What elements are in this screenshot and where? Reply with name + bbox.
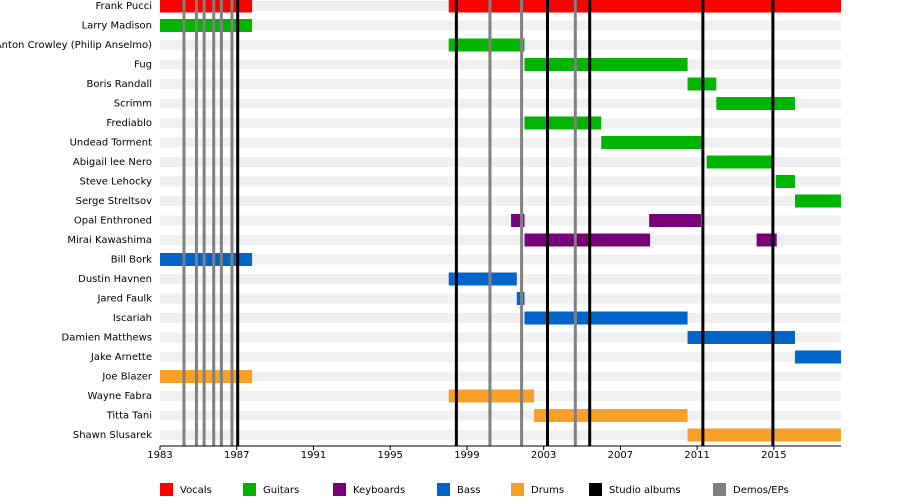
membership-bar [716, 97, 795, 110]
legend-swatch [243, 483, 256, 496]
legend-label: Studio albums [609, 485, 681, 496]
membership-bar [448, 38, 525, 52]
member-label: Joe Blazer [101, 372, 153, 383]
legend-label: Guitars [263, 485, 299, 496]
x-tick-label: 1999 [454, 450, 479, 461]
member-label: Scrimm [114, 99, 152, 110]
row-stripe [160, 293, 841, 304]
member-label: Dustin Havnen [78, 274, 152, 285]
member-label: Steve Lehocky [79, 177, 152, 188]
legend-label: Keyboards [353, 485, 405, 496]
row-stripe [160, 332, 841, 343]
row-stripe [160, 235, 841, 245]
row-stripe [160, 430, 841, 440]
row-stripe [160, 118, 841, 128]
legend-label: Bass [457, 485, 480, 496]
x-tick-label: 2011 [684, 450, 709, 461]
membership-bar [448, 272, 517, 286]
membership-bar [706, 155, 774, 169]
member-label: Iscariah [113, 313, 152, 324]
member-label: Abigail lee Nero [73, 157, 152, 168]
membership-bar [448, 0, 841, 13]
row-stripe [160, 215, 841, 226]
row-stripe [160, 59, 841, 70]
x-tick-label: 2015 [761, 450, 786, 461]
x-tick-label: 1983 [147, 450, 172, 461]
legend-swatch [333, 483, 346, 496]
membership-bar [794, 194, 841, 208]
member-label: Boris Randall [87, 79, 152, 90]
membership-bar [601, 136, 703, 149]
legend-swatch [713, 483, 726, 496]
row-stripe [160, 79, 841, 89]
row-stripe [160, 157, 841, 167]
membership-bar [649, 214, 701, 227]
membership-bar [687, 331, 795, 344]
row-stripe [160, 352, 841, 362]
legend-label: Demos/EPs [733, 485, 789, 496]
member-label: Serge Streltsov [76, 196, 152, 207]
x-tick-label: 2007 [608, 450, 633, 461]
member-label: Undead Torment [70, 138, 153, 149]
row-stripe [160, 20, 841, 31]
member-label: Opal Enthroned [74, 216, 152, 227]
x-tick-label: 1987 [224, 450, 249, 461]
member-label: Mirai Kawashima [67, 235, 152, 246]
row-stripe [160, 137, 841, 148]
row-stripe [160, 176, 841, 187]
member-label: Shawn Slusarek [73, 430, 152, 441]
row-stripe [160, 371, 841, 382]
membership-bar [524, 116, 602, 130]
membership-bar [524, 233, 651, 247]
membership-bar [775, 175, 795, 188]
membership-bar [794, 350, 841, 364]
legend-swatch [511, 483, 524, 496]
row-stripe [160, 98, 841, 109]
x-tick-label: 2003 [531, 450, 556, 461]
row-stripe [160, 410, 841, 421]
member-label: Larry Madison [82, 21, 152, 32]
member-label: Anton Crowley (Philip Anselmo) [0, 40, 152, 51]
member-label: Jared Faulk [96, 294, 152, 305]
legend-label: Vocals [180, 485, 212, 496]
legend-swatch [437, 483, 450, 496]
member-label: Jake Arnette [90, 352, 152, 363]
member-label: Bill Bork [111, 255, 152, 266]
legend-swatch [589, 483, 602, 496]
member-label: Wayne Fabra [87, 391, 152, 402]
member-label: Fug [134, 60, 152, 71]
membership-bar [687, 428, 841, 442]
member-label: Frediablo [106, 118, 152, 129]
membership-bar [534, 409, 688, 422]
row-stripe [160, 254, 841, 265]
member-label: Titta Tani [106, 411, 152, 422]
row-stripe [160, 196, 841, 206]
membership-bar [524, 311, 688, 325]
x-tick-label: 1995 [377, 450, 402, 461]
row-stripe [160, 313, 841, 323]
x-tick-label: 1991 [301, 450, 326, 461]
legend-swatch [160, 483, 173, 496]
member-label: Frank Pucci [95, 1, 152, 12]
member-label: Damien Matthews [62, 333, 153, 344]
membership-bar [524, 58, 688, 71]
legend-label: Drums [531, 485, 564, 496]
